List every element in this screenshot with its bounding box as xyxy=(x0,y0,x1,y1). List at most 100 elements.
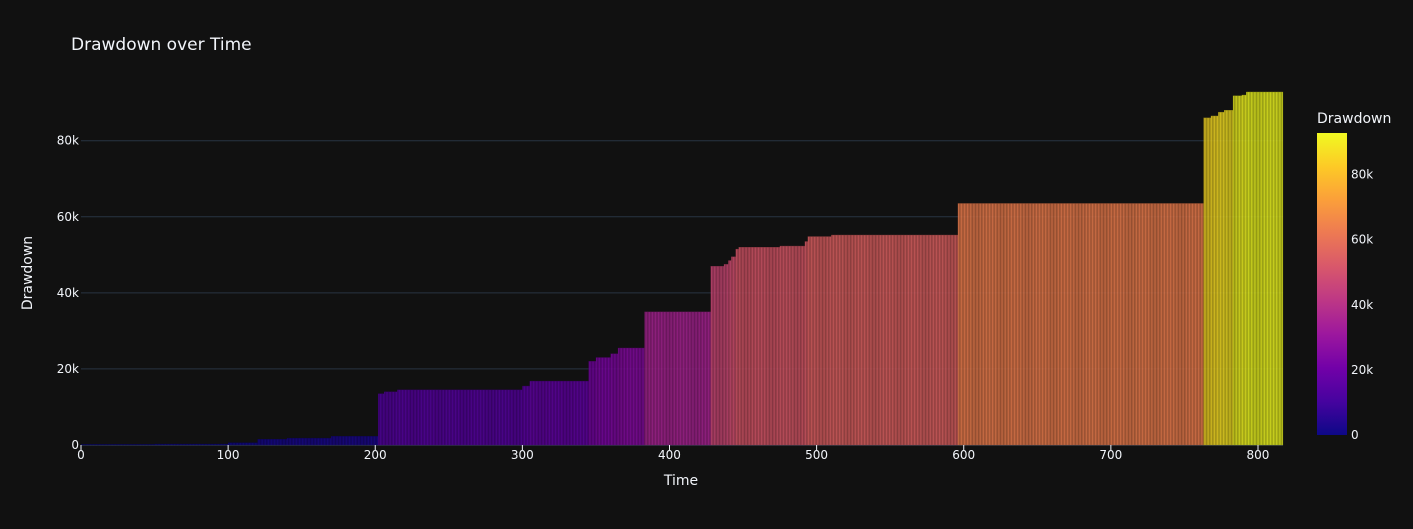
drawdown-bar[interactable] xyxy=(694,311,697,446)
drawdown-bar[interactable] xyxy=(581,380,583,446)
drawdown-bar[interactable] xyxy=(470,389,473,446)
drawdown-bar[interactable] xyxy=(609,357,611,446)
drawdown-bar[interactable] xyxy=(937,234,939,446)
drawdown-bar[interactable] xyxy=(756,246,758,446)
drawdown-bar[interactable] xyxy=(298,437,301,446)
drawdown-bar[interactable] xyxy=(1226,110,1229,446)
drawdown-bar[interactable] xyxy=(664,311,667,446)
drawdown-bar[interactable] xyxy=(1009,203,1011,446)
drawdown-bar[interactable] xyxy=(1229,110,1232,446)
drawdown-bar[interactable] xyxy=(948,234,951,446)
drawdown-bar[interactable] xyxy=(476,389,479,446)
drawdown-bar[interactable] xyxy=(1231,110,1234,446)
drawdown-bar[interactable] xyxy=(875,234,878,446)
drawdown-bar[interactable] xyxy=(792,245,795,446)
drawdown-bar[interactable] xyxy=(703,311,705,446)
drawdown-bar[interactable] xyxy=(1018,203,1020,446)
drawdown-bar[interactable] xyxy=(1222,111,1225,446)
drawdown-bar[interactable] xyxy=(1265,91,1267,446)
drawdown-bar[interactable] xyxy=(773,246,776,446)
drawdown-bar[interactable] xyxy=(1097,203,1100,446)
drawdown-bar[interactable] xyxy=(229,442,232,446)
drawdown-bar[interactable] xyxy=(647,311,649,446)
drawdown-bar[interactable] xyxy=(1012,203,1014,446)
drawdown-bar[interactable] xyxy=(966,203,969,446)
drawdown-bar[interactable] xyxy=(1040,203,1042,446)
drawdown-bar[interactable] xyxy=(1272,91,1275,446)
drawdown-bar[interactable] xyxy=(264,439,267,446)
drawdown-bar[interactable] xyxy=(339,436,342,446)
drawdown-bar[interactable] xyxy=(557,380,560,446)
drawdown-bar[interactable] xyxy=(687,311,689,446)
drawdown-bar[interactable] xyxy=(879,234,882,446)
drawdown-bar[interactable] xyxy=(283,439,286,446)
drawdown-bar[interactable] xyxy=(959,203,961,446)
drawdown-bar[interactable] xyxy=(932,234,935,446)
drawdown-bar[interactable] xyxy=(1076,203,1079,446)
drawdown-bar[interactable] xyxy=(1218,111,1220,446)
drawdown-bar[interactable] xyxy=(556,380,558,446)
drawdown-bar[interactable] xyxy=(532,380,535,446)
drawdown-bar[interactable] xyxy=(88,444,90,446)
drawdown-bar[interactable] xyxy=(185,443,188,446)
drawdown-bar[interactable] xyxy=(1159,203,1161,446)
drawdown-bar[interactable] xyxy=(176,443,179,446)
drawdown-bar[interactable] xyxy=(697,311,700,446)
drawdown-bar[interactable] xyxy=(135,444,138,446)
drawdown-bar[interactable] xyxy=(1059,203,1061,446)
drawdown-bar[interactable] xyxy=(1004,203,1007,446)
drawdown-bar[interactable] xyxy=(825,236,828,446)
drawdown-bar[interactable] xyxy=(223,443,226,446)
drawdown-bar[interactable] xyxy=(1016,203,1019,446)
drawdown-bar[interactable] xyxy=(954,234,957,446)
drawdown-bar[interactable] xyxy=(442,389,445,446)
drawdown-bar[interactable] xyxy=(740,246,742,446)
drawdown-bar[interactable] xyxy=(207,443,210,446)
drawdown-bar[interactable] xyxy=(108,444,111,446)
drawdown-bar[interactable] xyxy=(1057,203,1060,446)
drawdown-bar[interactable] xyxy=(456,389,458,446)
drawdown-bar[interactable] xyxy=(862,234,864,446)
drawdown-bar[interactable] xyxy=(928,234,931,446)
drawdown-bar[interactable] xyxy=(1174,203,1176,446)
drawdown-bar[interactable] xyxy=(484,389,486,446)
drawdown-bar[interactable] xyxy=(525,385,527,446)
drawdown-bar[interactable] xyxy=(735,248,738,446)
drawdown-bar[interactable] xyxy=(1253,91,1256,446)
drawdown-bar[interactable] xyxy=(225,443,227,446)
drawdown-bar[interactable] xyxy=(1163,203,1166,446)
drawdown-bar[interactable] xyxy=(1212,115,1214,446)
drawdown-bar[interactable] xyxy=(631,347,633,446)
drawdown-bar[interactable] xyxy=(150,444,152,446)
drawdown-bar[interactable] xyxy=(286,437,289,446)
drawdown-bar[interactable] xyxy=(1146,203,1148,446)
drawdown-bar[interactable] xyxy=(230,442,233,446)
drawdown-bar[interactable] xyxy=(585,380,588,446)
drawdown-bar[interactable] xyxy=(893,234,895,446)
drawdown-bar[interactable] xyxy=(595,357,598,446)
drawdown-bar[interactable] xyxy=(1169,203,1172,446)
drawdown-bar[interactable] xyxy=(258,439,261,446)
drawdown-bar[interactable] xyxy=(1131,203,1134,446)
drawdown-bar[interactable] xyxy=(322,437,324,446)
drawdown-bar[interactable] xyxy=(509,389,511,446)
drawdown-bar[interactable] xyxy=(1000,203,1003,446)
drawdown-bar[interactable] xyxy=(1241,94,1244,446)
drawdown-bar[interactable] xyxy=(626,347,629,446)
drawdown-bar[interactable] xyxy=(469,389,471,446)
drawdown-bar[interactable] xyxy=(197,443,199,446)
drawdown-bar[interactable] xyxy=(973,203,976,446)
drawdown-bar[interactable] xyxy=(1237,95,1239,446)
drawdown-bar[interactable] xyxy=(467,389,470,446)
drawdown-bar[interactable] xyxy=(1048,203,1051,446)
drawdown-bar[interactable] xyxy=(765,246,767,446)
drawdown-bar[interactable] xyxy=(1091,203,1094,446)
drawdown-bar[interactable] xyxy=(1138,203,1141,446)
drawdown-bar[interactable] xyxy=(278,439,280,446)
drawdown-bar[interactable] xyxy=(713,266,716,446)
drawdown-bar[interactable] xyxy=(360,436,363,446)
drawdown-bar[interactable] xyxy=(157,443,160,446)
drawdown-bar[interactable] xyxy=(878,234,880,446)
drawdown-bar[interactable] xyxy=(92,444,95,446)
drawdown-bar[interactable] xyxy=(729,260,732,446)
